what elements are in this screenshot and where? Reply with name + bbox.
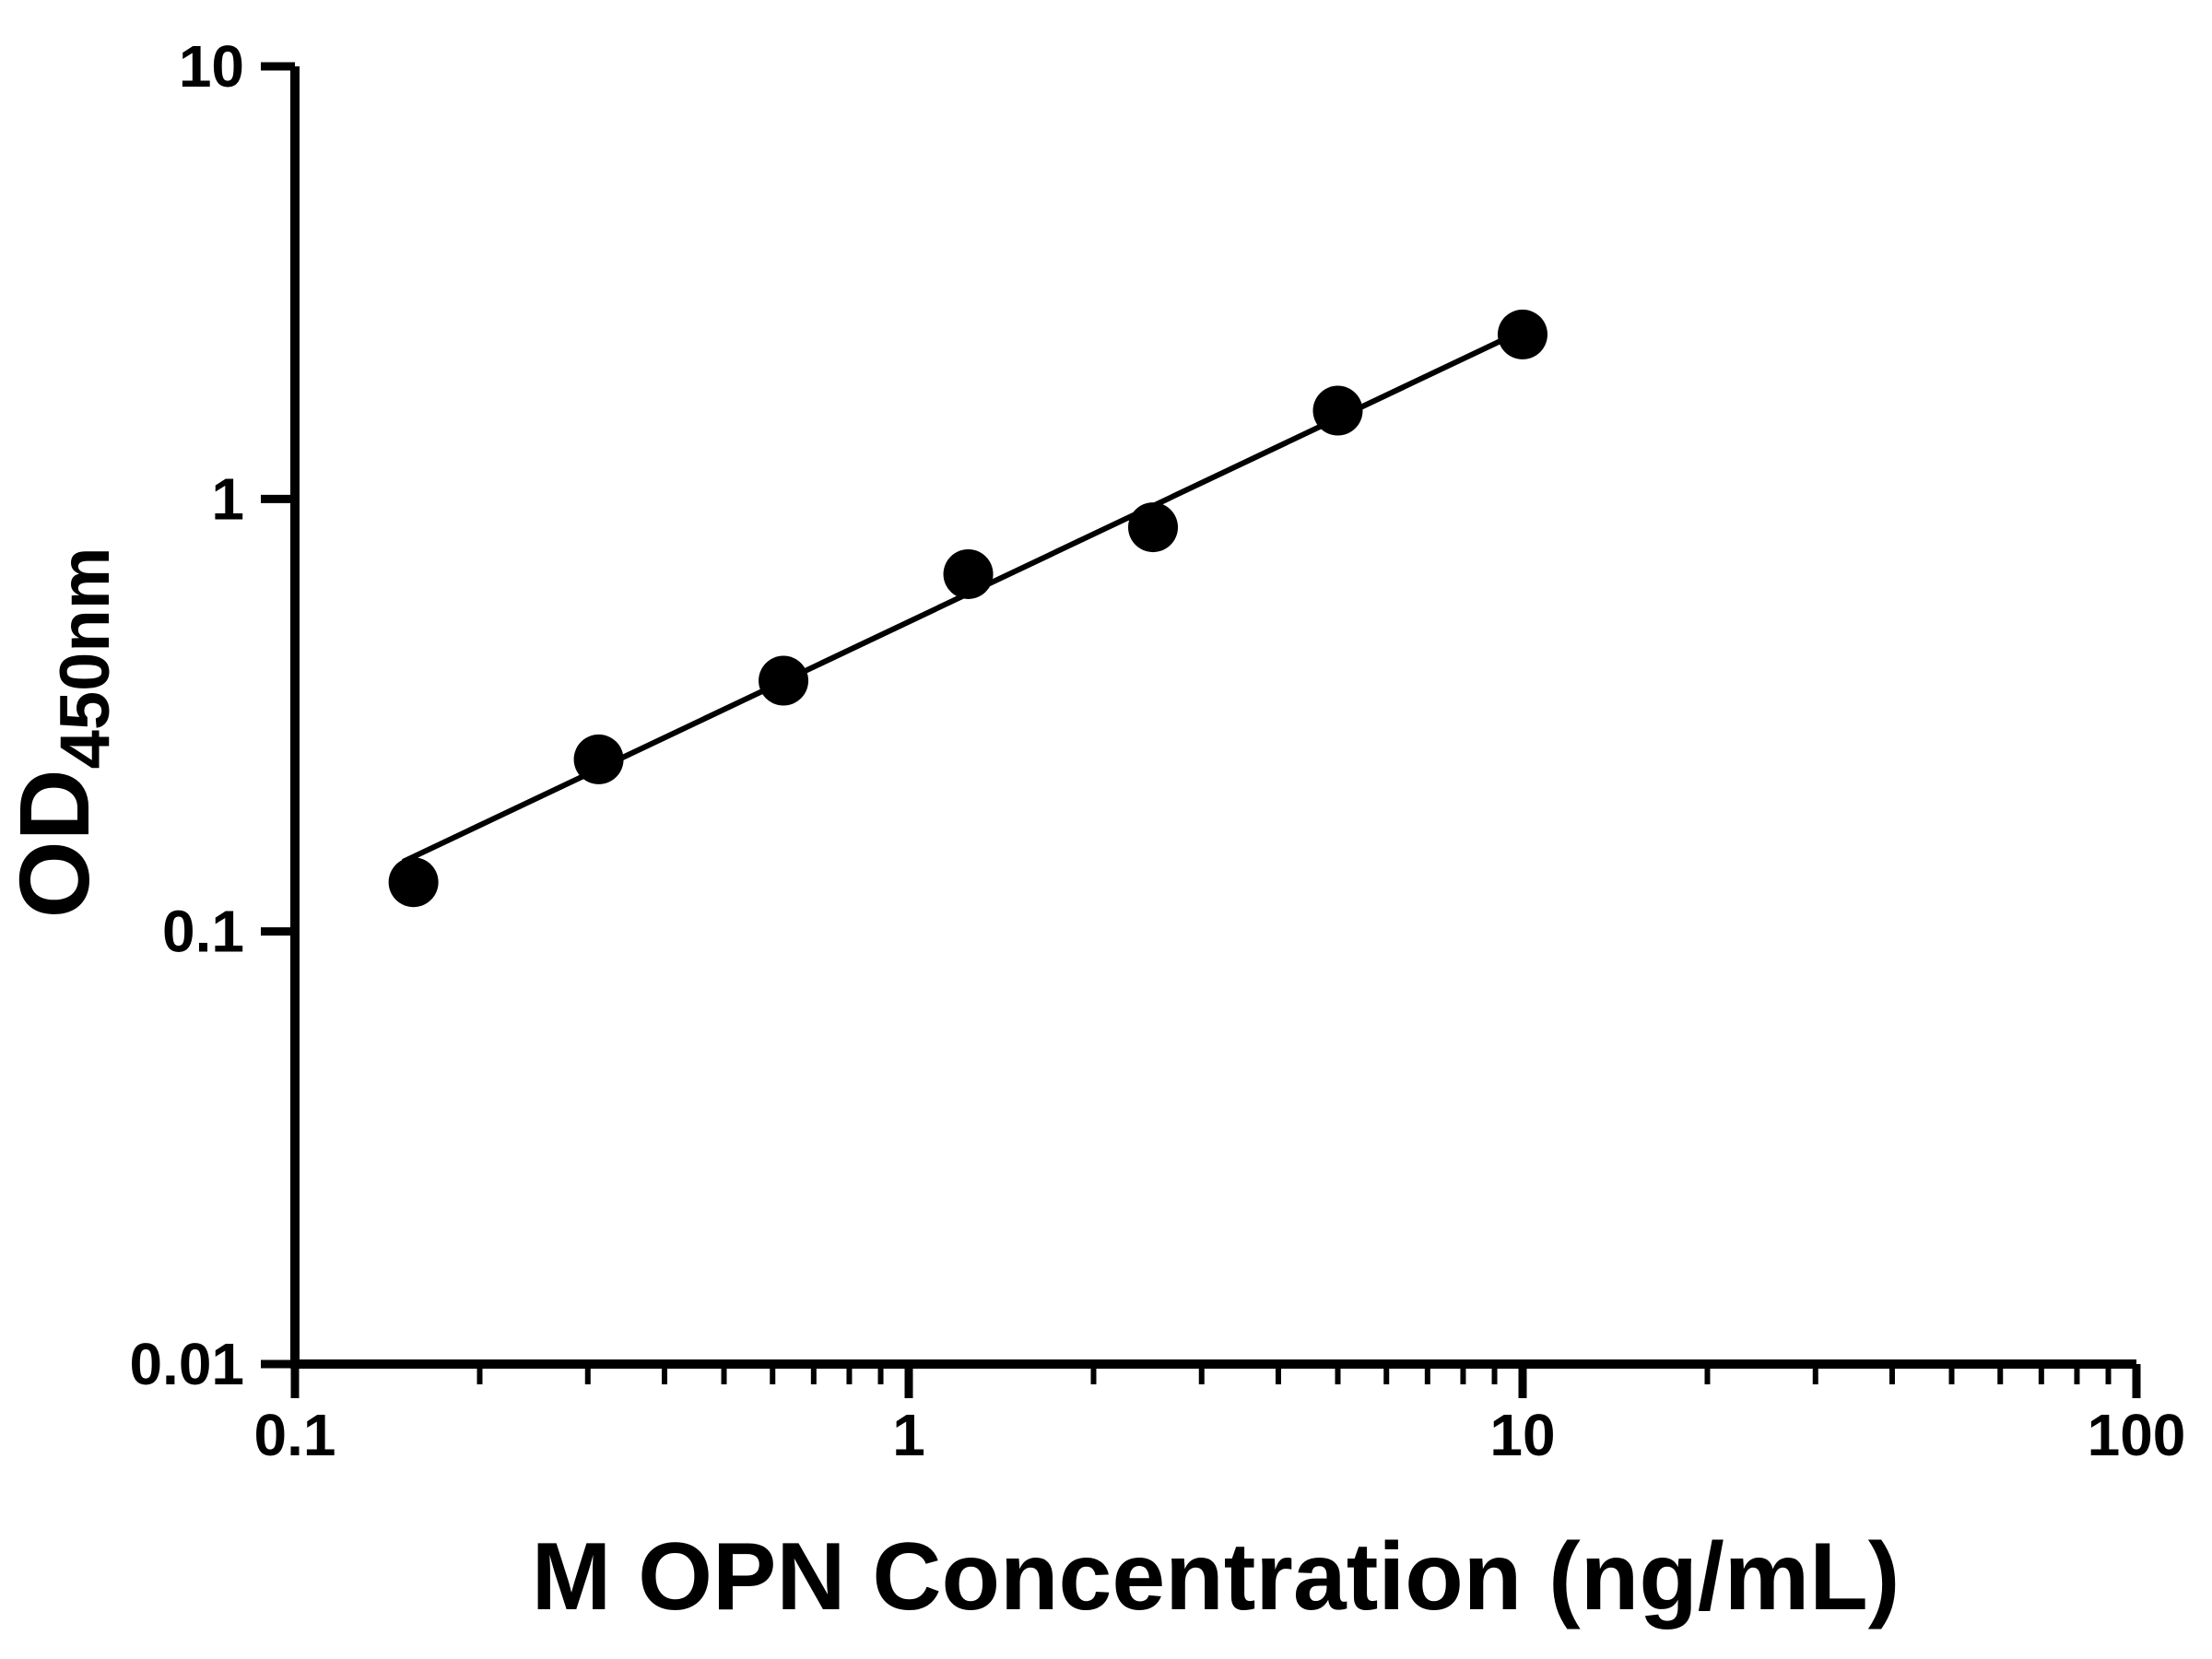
data-point-marker [573,734,624,784]
y-axis-title: OD450nm [0,547,124,919]
x-tick-label: 1 [892,1402,925,1468]
data-point-marker [1312,385,1363,436]
data-point-marker [759,655,809,706]
y-axis-title-subscript: 450nm [46,547,124,770]
data-point-marker [388,857,439,908]
axis-lines [290,66,2136,1369]
axis-spine [290,66,2136,1369]
x-tick-label: 10 [1489,1402,1555,1468]
data-point-marker [1128,502,1179,553]
data-point-marker [1498,309,1547,359]
x-axis-title: M OPN Concentration (ng/mL) [532,1524,1900,1630]
y-tick-label: 1 [211,465,244,532]
x-tick-label: 100 [2088,1402,2186,1468]
axis-ticks [261,62,2141,1398]
y-axis-title-main: OD [0,769,110,918]
y-tick-label: 0.1 [162,899,244,965]
data-point-marker [943,548,994,599]
y-tick-label: 0.01 [129,1331,244,1397]
data-series [388,309,1547,908]
y-tick-label: 10 [179,33,244,100]
x-tick-label: 0.1 [254,1402,336,1468]
